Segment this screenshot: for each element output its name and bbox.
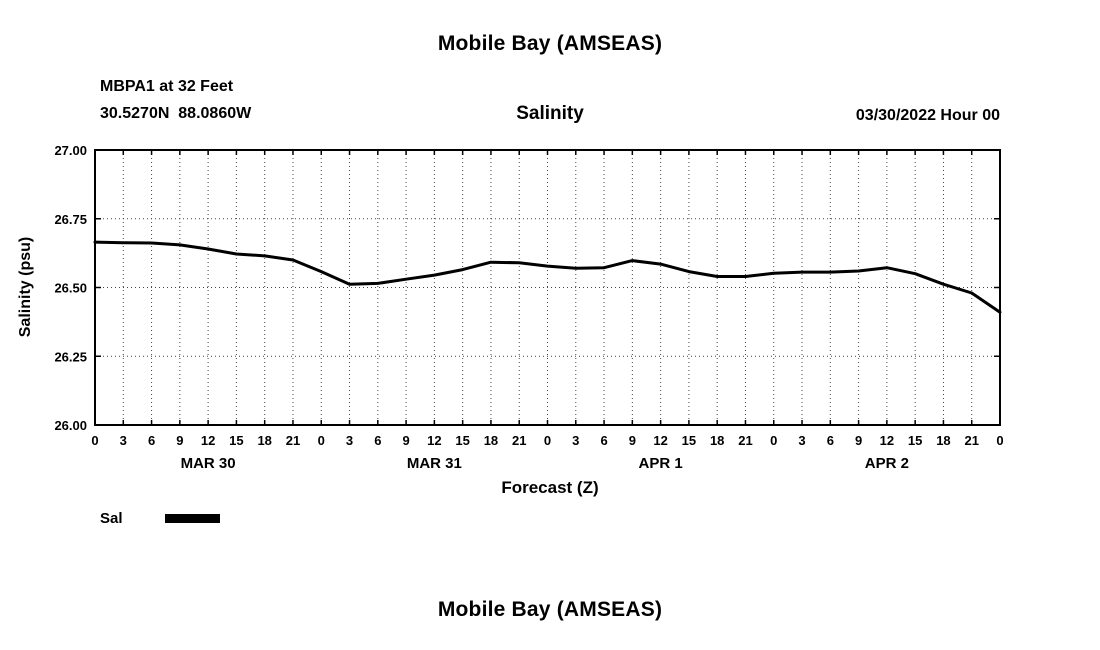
day-label: APR 1 xyxy=(639,455,683,472)
x-tick-label: 12 xyxy=(653,433,667,448)
station-label: MBPA1 at 32 Feet xyxy=(100,78,234,95)
plot-subtitle: Salinity xyxy=(516,103,584,124)
x-tick-label: 3 xyxy=(572,433,579,448)
x-tick-label: 3 xyxy=(120,433,127,448)
x-tick-label: 12 xyxy=(427,433,441,448)
y-tick-label: 26.25 xyxy=(54,349,87,364)
x-tick-label: 18 xyxy=(936,433,950,448)
x-tick-label: 15 xyxy=(682,433,696,448)
legend-label: Sal xyxy=(100,509,123,527)
y-tick-label: 26.00 xyxy=(54,418,87,433)
day-label: MAR 31 xyxy=(407,455,462,472)
x-tick-label: 3 xyxy=(346,433,353,448)
chart-title: Mobile Bay (AMSEAS) xyxy=(437,32,663,55)
x-tick-label: 9 xyxy=(629,433,636,448)
legend: Sal xyxy=(100,508,220,528)
x-tick-label: 18 xyxy=(257,433,271,448)
salinity-line-chart: 26.00 26.25 26.50 26.75 27.00 0 3 6 9 12 15 18 21 0 3 6… xyxy=(54,143,1003,472)
x-tick-label: 6 xyxy=(600,433,607,448)
x-tick-label: 21 xyxy=(964,433,978,448)
x-tick-label: 15 xyxy=(908,433,922,448)
x-tick-label: 9 xyxy=(402,433,409,448)
legend-line-swatch xyxy=(164,513,220,523)
y-tick-label: 26.50 xyxy=(54,281,87,296)
x-tick-label: 15 xyxy=(455,433,469,448)
x-tick-label: 6 xyxy=(148,433,155,448)
coordinates-label: 30.5270N 88.0860W xyxy=(100,105,252,122)
y-tick-label: 27.00 xyxy=(54,143,87,158)
x-tick-label: 0 xyxy=(318,433,325,448)
x-tick-label: 0 xyxy=(770,433,777,448)
x-tick-label: 3 xyxy=(798,433,805,448)
x-tick-label: 6 xyxy=(374,433,381,448)
x-tick-label: 6 xyxy=(827,433,834,448)
x-tick-label: 12 xyxy=(201,433,215,448)
x-tick-label: 9 xyxy=(176,433,183,448)
x-tick-label: 12 xyxy=(880,433,894,448)
x-tick-label: 9 xyxy=(855,433,862,448)
x-tick-label: 0 xyxy=(91,433,98,448)
plot-frame xyxy=(94,149,1001,426)
day-label: MAR 30 xyxy=(181,455,236,472)
second-chart-title: Mobile Bay (AMSEAS) xyxy=(437,598,663,621)
x-tick-label: 18 xyxy=(484,433,498,448)
run-date-label: 03/30/2022 Hour 00 xyxy=(855,107,1000,124)
x-axis-title: Forecast (Z) xyxy=(501,478,599,497)
salinity-series-line xyxy=(93,240,1002,314)
day-label: APR 2 xyxy=(865,455,909,472)
x-tick-label: 21 xyxy=(738,433,752,448)
x-tick-label: 18 xyxy=(710,433,724,448)
x-tick-label: 21 xyxy=(512,433,526,448)
x-tick-label: 0 xyxy=(544,433,551,448)
x-tick-label: 21 xyxy=(286,433,300,448)
x-tick-label: 15 xyxy=(229,433,243,448)
y-tick-label: 26.75 xyxy=(54,212,87,227)
x-tick-label: 0 xyxy=(996,433,1003,448)
